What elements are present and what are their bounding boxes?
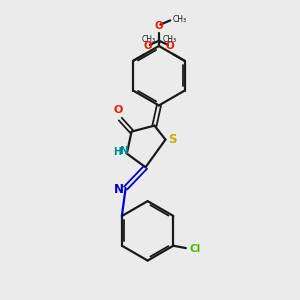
Text: S: S — [168, 133, 176, 146]
Text: O: O — [113, 105, 123, 115]
Text: O: O — [165, 41, 174, 51]
Text: N: N — [120, 146, 129, 156]
Text: O: O — [154, 20, 163, 31]
Text: Cl: Cl — [190, 244, 201, 254]
Text: N: N — [114, 183, 124, 196]
Text: CH₃: CH₃ — [162, 35, 176, 44]
Text: CH₃: CH₃ — [141, 35, 155, 44]
Text: O: O — [144, 41, 152, 51]
Text: H: H — [113, 147, 122, 157]
Text: CH₃: CH₃ — [172, 15, 186, 24]
